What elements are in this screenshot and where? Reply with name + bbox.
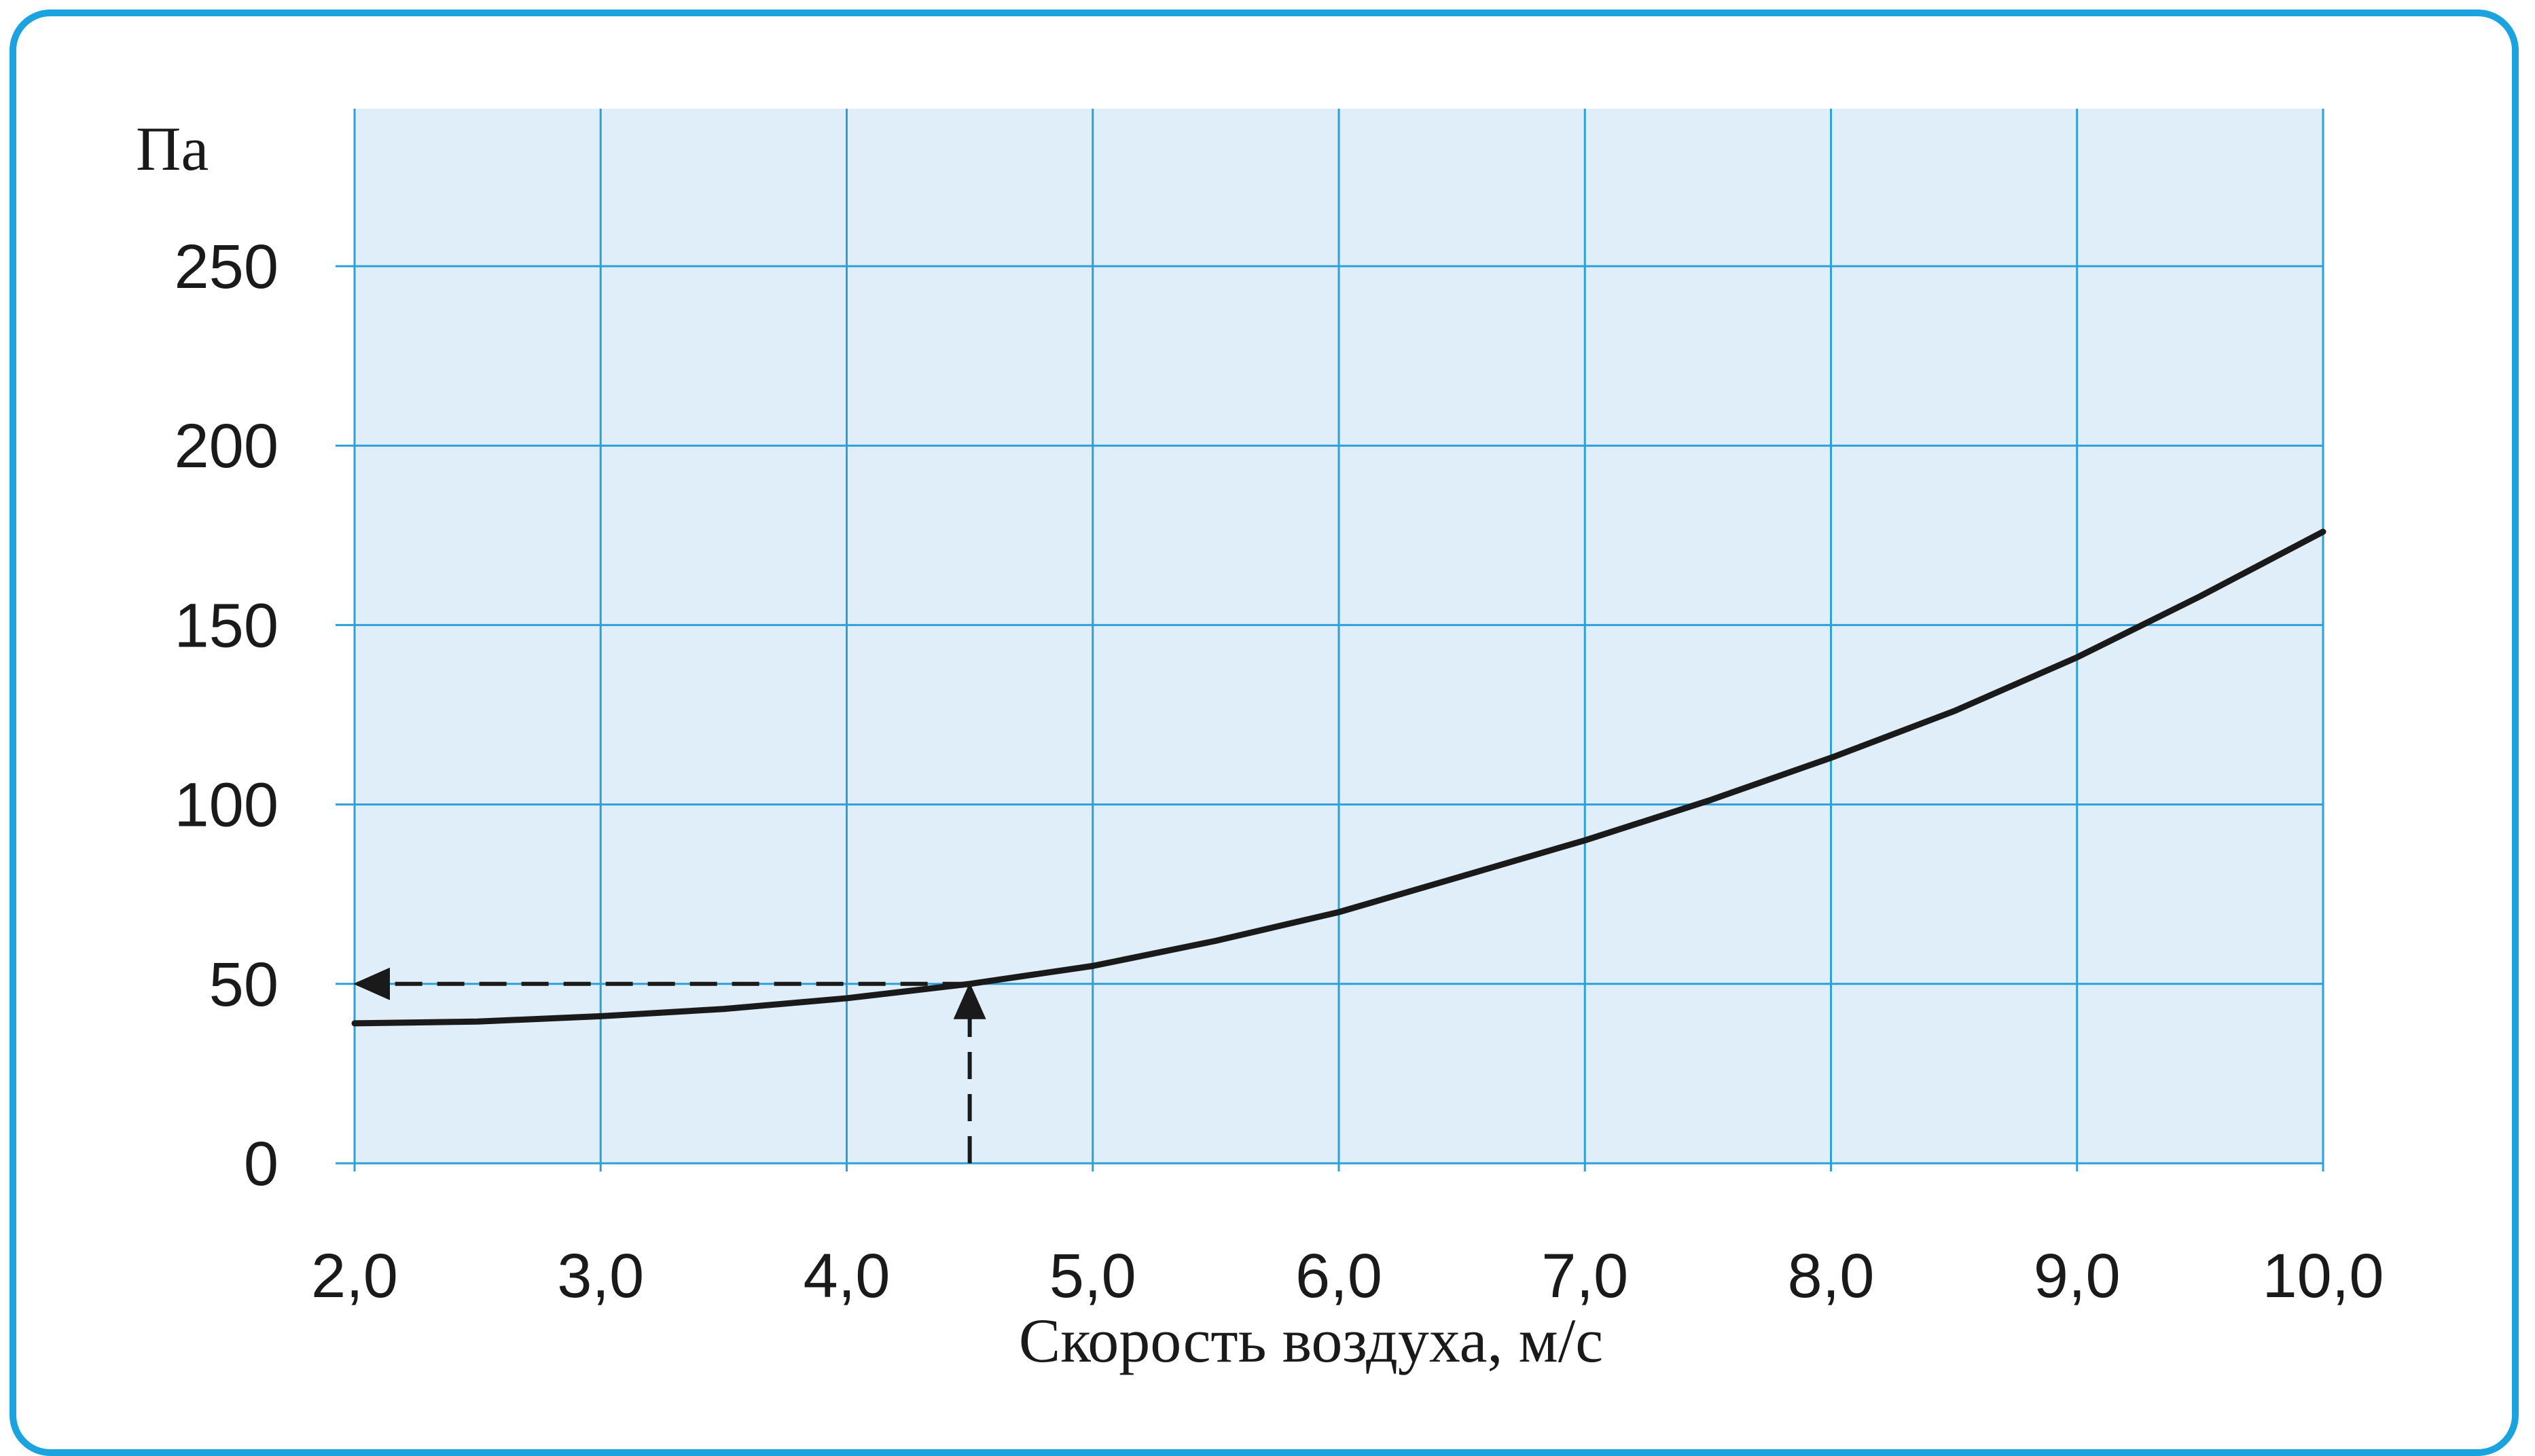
x-tick-label: 4,0 — [804, 1241, 891, 1311]
series-line — [351, 528, 2326, 1027]
y-axis-label: Па — [136, 114, 209, 183]
x-tick-label: 7,0 — [1541, 1241, 1628, 1311]
x-tick-label: 3,0 — [557, 1241, 644, 1311]
y-tick-label: 100 — [175, 771, 279, 840]
x-tick-labels: 2,0 3,0 4,0 5,0 6,0 7,0 8,0 9,0 10,0 — [311, 1241, 2384, 1311]
x-axis-label: Скорость воздуха, м/с — [1019, 1306, 1603, 1375]
series-group — [351, 528, 2326, 1027]
x-tick-label: 6,0 — [1295, 1241, 1382, 1311]
y-tick-label: 200 — [175, 412, 279, 481]
y-tick-label: 150 — [175, 591, 279, 660]
x-tick-label: 9,0 — [2034, 1241, 2121, 1311]
y-tick-labels: 0 50 100 150 200 250 — [175, 232, 279, 1199]
x-tick-label: 5,0 — [1049, 1241, 1136, 1311]
y-tick-label: 0 — [244, 1129, 278, 1199]
x-tick-label: 10,0 — [2262, 1241, 2384, 1311]
annotations — [353, 967, 986, 1163]
x-tick-label: 8,0 — [1788, 1241, 1875, 1311]
x-tick-label: 2,0 — [311, 1241, 398, 1311]
y-tick-label: 50 — [209, 950, 278, 1019]
y-tick-label: 250 — [175, 232, 279, 302]
